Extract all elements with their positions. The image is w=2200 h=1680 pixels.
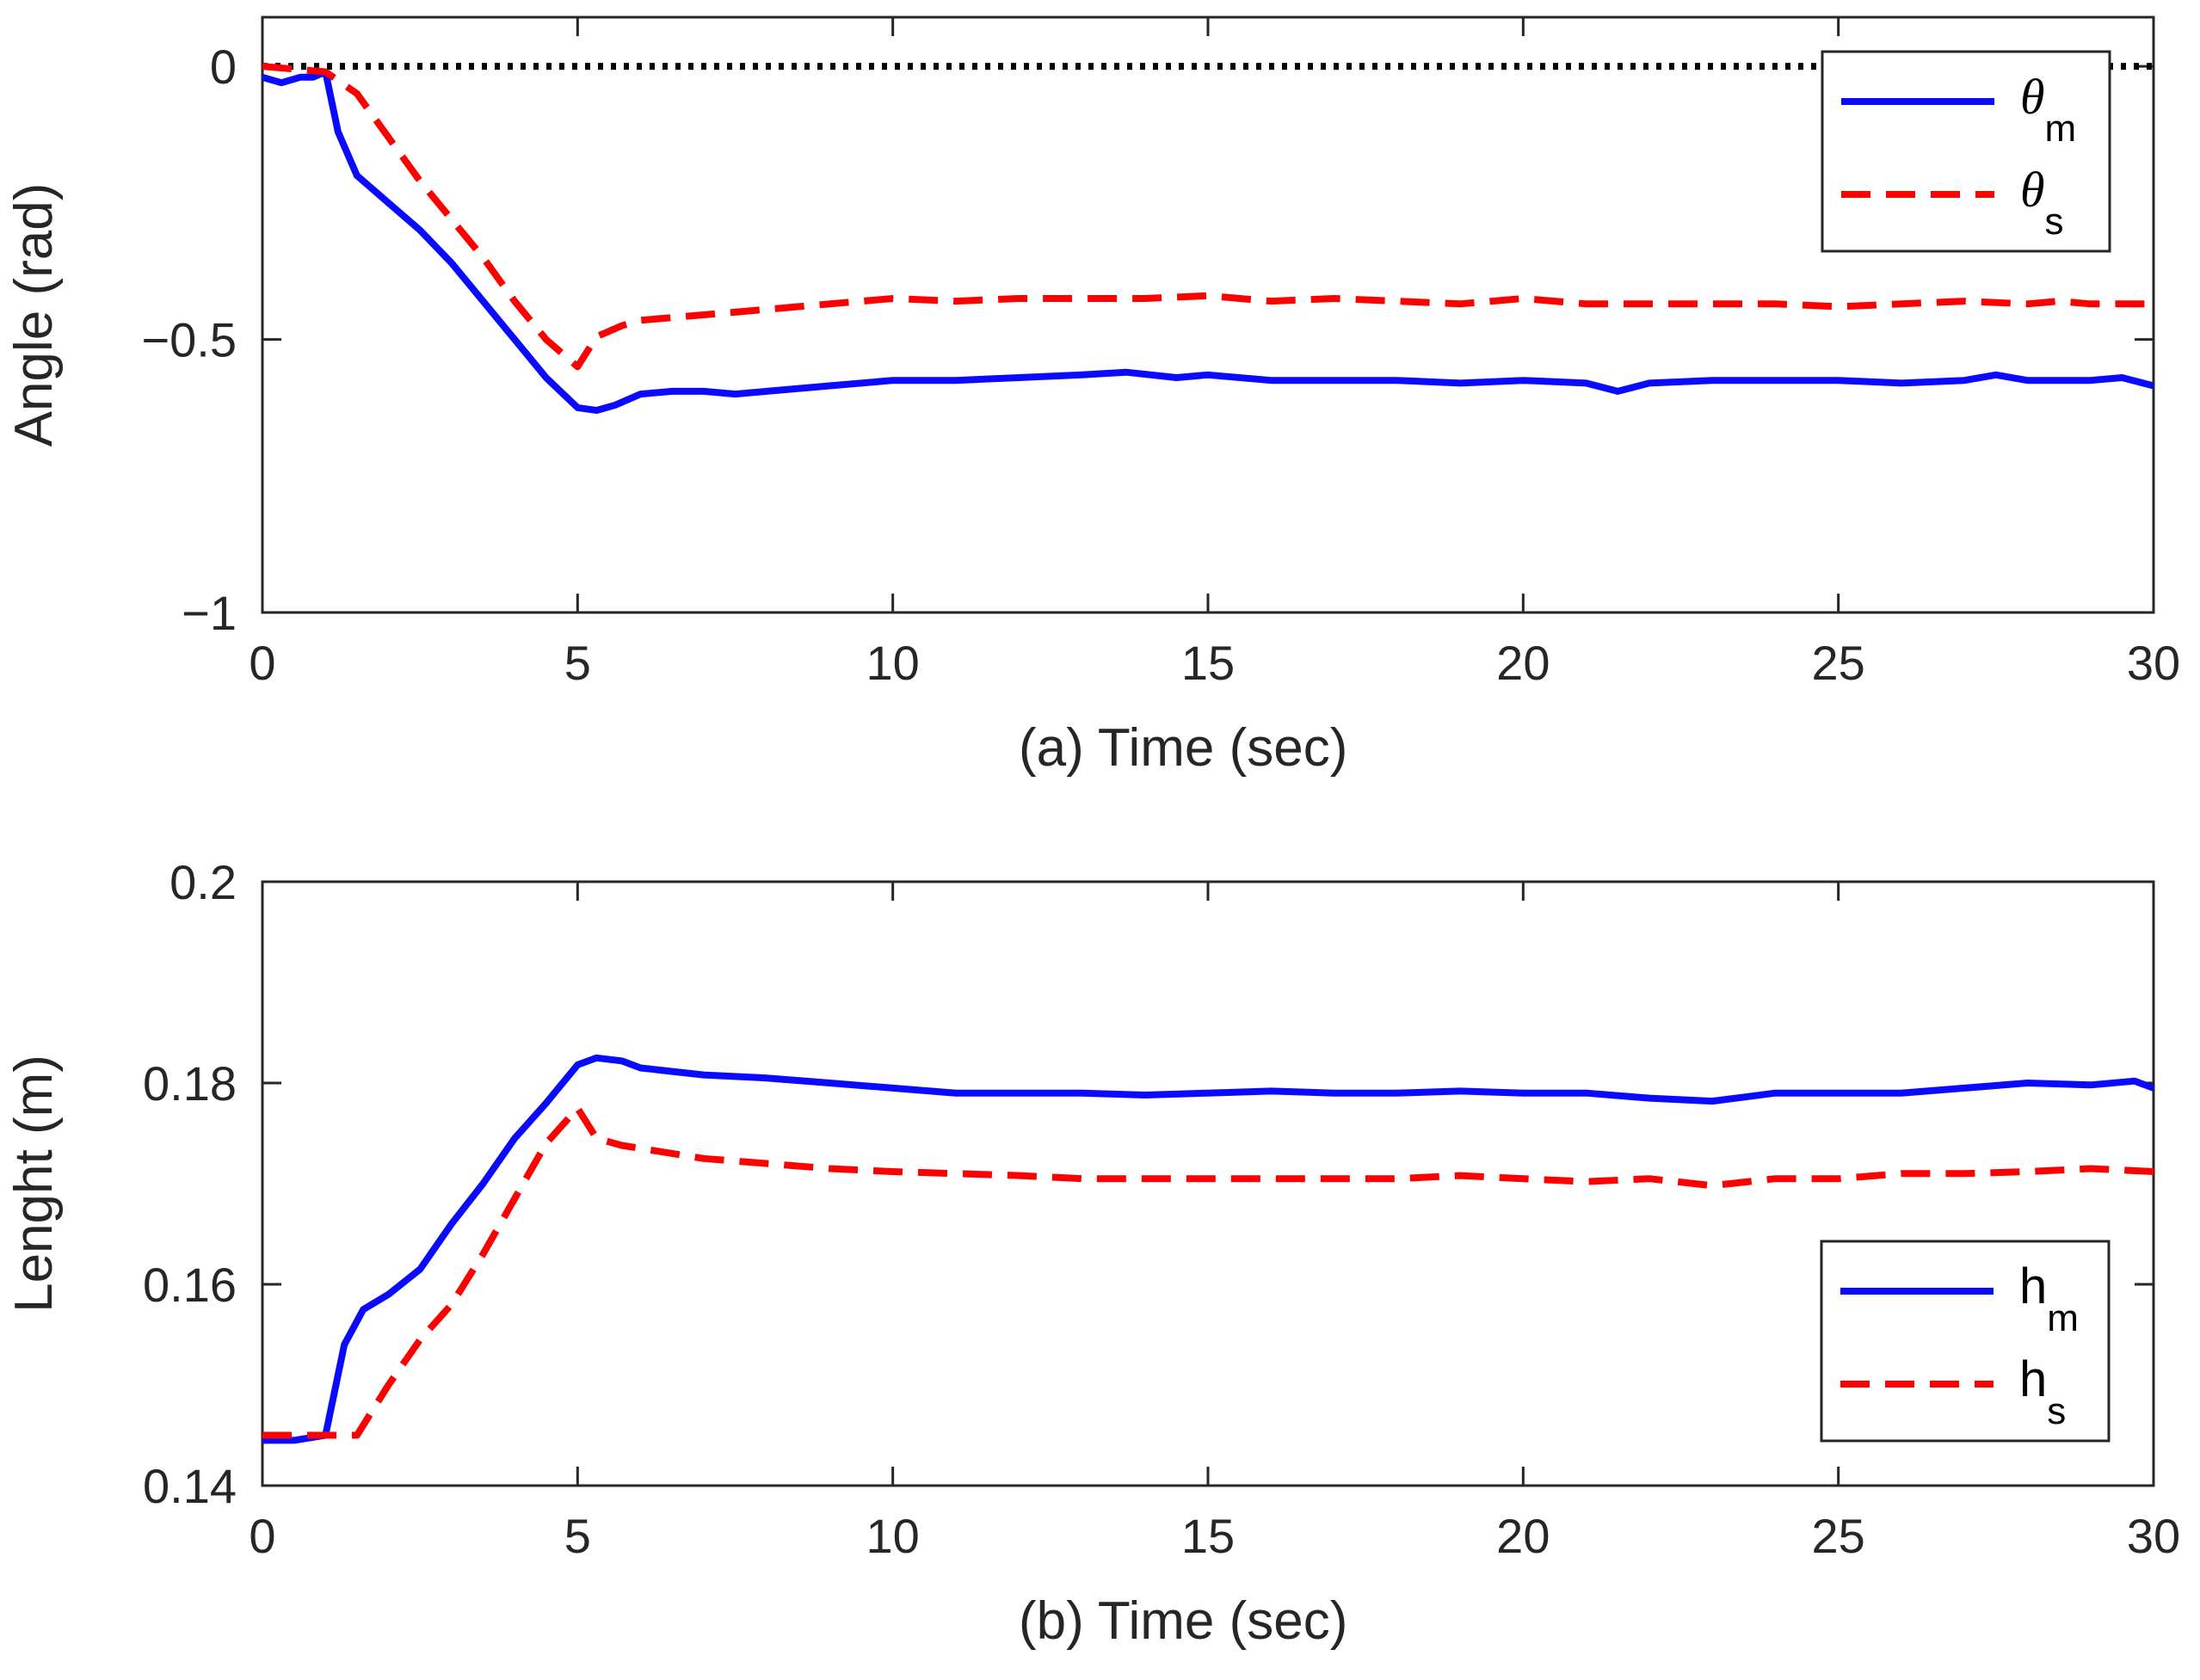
- panel-a: 0 5 10 15 20 25 30 −1 −0.5 0 (a) Time (sec) Angle (…: [4, 15, 2180, 778]
- chart-a-legend-symbol: θ: [2020, 69, 2045, 125]
- chart-b-xtick-label: 30: [2127, 1509, 2180, 1563]
- chart-b-ytick-label: 0.16: [143, 1258, 237, 1312]
- chart-b-legend-box: [1820, 1240, 2111, 1443]
- chart-a-xtick-label: 20: [1496, 636, 1550, 690]
- chart-b-legend-label-m: hm: [2019, 1258, 2079, 1339]
- chart-a-xtick-label: 10: [866, 636, 920, 690]
- chart-a-xtick-label: 0: [249, 636, 275, 690]
- chart-b-ytick-label: 0.2: [169, 855, 237, 909]
- chart-b-ytick-label: 0.18: [143, 1056, 237, 1111]
- chart-b-xlabel-prefix: (b): [1019, 1591, 1098, 1651]
- chart-b-legend-subscript: s: [2047, 1390, 2066, 1432]
- chart-a-legend-subscript: m: [2045, 108, 2077, 150]
- chart-a-ytick-label: 0: [210, 40, 237, 94]
- chart-b-ytick-label: 0.14: [143, 1459, 237, 1513]
- chart-b-xtick-label: 25: [1812, 1509, 1865, 1563]
- chart-b-xtick-label: 0: [249, 1509, 275, 1563]
- chart-a-xtick-label: 5: [564, 636, 591, 690]
- chart-a-legend-symbol: θ: [2020, 162, 2045, 218]
- chart-a-xlabel-text: Time (sec): [1098, 718, 1347, 778]
- chart-a-xlabel: (a) Time (sec): [1019, 718, 1347, 778]
- chart-b-xlabel: (b) Time (sec): [1019, 1591, 1347, 1651]
- chart-b-xtick-label: 20: [1496, 1509, 1550, 1563]
- chart-a-series-theta-m-line: [262, 68, 2154, 415]
- chart-a-series-theta-s-line: [262, 63, 2154, 371]
- chart-b-ylabel: Lenght (m): [4, 1055, 64, 1313]
- chart-a-legend-label-s: θs: [2020, 162, 2064, 243]
- chart-a-xtick-label: 30: [2127, 636, 2180, 690]
- chart-a-legend-box: [1821, 50, 2111, 253]
- chart-a-ylabel: Angle (rad): [4, 183, 64, 447]
- chart-b-legend-subscript: m: [2047, 1297, 2079, 1339]
- chart-a-legend-subscript: s: [2045, 200, 2064, 243]
- chart-b-series-h-s-line: [262, 1105, 2154, 1439]
- chart-a-xlabel-prefix: (a): [1019, 718, 1098, 778]
- chart-a-ytick-label: −1: [182, 586, 237, 640]
- chart-a-xtick-label: 15: [1181, 636, 1235, 690]
- chart-a-ytick-label: −0.5: [141, 313, 237, 367]
- chart-b-xtick-label: 15: [1181, 1509, 1235, 1563]
- chart-b-series-h-m-line: [262, 1054, 2154, 1444]
- chart-b-legend-symbol: h: [2019, 1351, 2047, 1407]
- chart-b-xtick-label: 5: [564, 1509, 591, 1563]
- chart-b-xtick-label: 10: [866, 1509, 920, 1563]
- chart-b-xlabel-text: Time (sec): [1098, 1591, 1347, 1651]
- chart-b-legend-symbol: h: [2019, 1258, 2047, 1314]
- chart-b-legend-label-s: hs: [2019, 1351, 2066, 1432]
- panel-b: 0 5 10 15 20 25 30 0.14 0.16 0.18 0.2 (b) Time (sec…: [4, 855, 2180, 1651]
- chart-a-xtick-label: 25: [1812, 636, 1865, 690]
- chart-a-legend-label-m: θm: [2020, 69, 2076, 150]
